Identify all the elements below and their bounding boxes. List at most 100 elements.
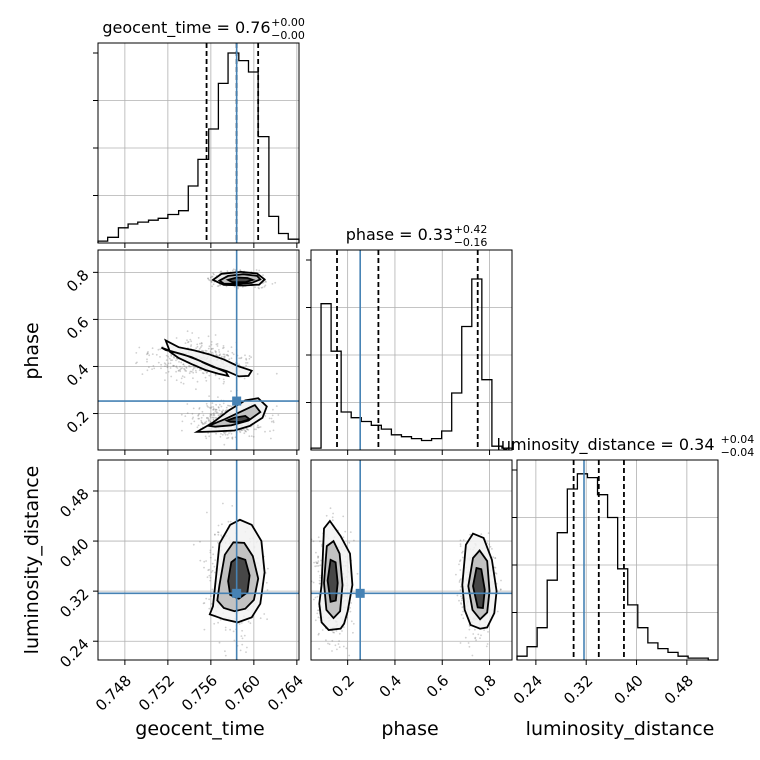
- scatter-point: [319, 540, 321, 543]
- scatter-point: [213, 412, 215, 414]
- scatter-point: [219, 413, 222, 416]
- scatter-point: [211, 402, 214, 404]
- scatter-point: [494, 557, 497, 559]
- scatter-point: [198, 347, 201, 350]
- scatter-point: [220, 355, 223, 358]
- scatter-point: [215, 412, 218, 414]
- scatter-point: [459, 560, 461, 563]
- scatter-point: [181, 420, 184, 423]
- grid-phase: [311, 250, 512, 450]
- scatter-point: [200, 342, 203, 344]
- scatter-point: [494, 566, 497, 569]
- scatter-point: [205, 560, 208, 562]
- scatter-point: [219, 403, 221, 406]
- scatter-point: [215, 416, 218, 419]
- scatter-point: [239, 269, 242, 272]
- scatter-point: [342, 626, 345, 628]
- scatter-point: [211, 275, 214, 278]
- scatter-point: [213, 622, 216, 625]
- scatter-point: [209, 350, 212, 353]
- scatter-point: [350, 602, 352, 604]
- scatter-point: [170, 353, 173, 356]
- scatter-point: [264, 280, 267, 283]
- scatter-point: [230, 405, 233, 408]
- scatter-point: [239, 431, 242, 434]
- scatter-point: [209, 413, 212, 416]
- scatter-point: [167, 355, 170, 358]
- scatter-point: [182, 363, 185, 366]
- scatter-point: [192, 369, 194, 371]
- scatter-point: [335, 630, 338, 632]
- x-tick-label: 0.6: [423, 672, 453, 702]
- scatter-point: [460, 602, 462, 604]
- scatter-point: [221, 410, 223, 413]
- scatter-point: [207, 277, 210, 280]
- scatter-point: [166, 365, 169, 368]
- scatter-point: [467, 642, 470, 644]
- scatter-point: [468, 628, 471, 631]
- density-inner: [327, 559, 338, 602]
- scatter-point: [214, 408, 217, 411]
- scatter-point: [208, 345, 211, 348]
- scatter-point: [317, 556, 320, 558]
- scatter-point: [352, 622, 355, 625]
- scatter-point: [353, 539, 355, 542]
- scatter-point: [226, 270, 229, 272]
- scatter-point: [464, 636, 467, 639]
- scatter-point: [213, 273, 215, 276]
- scatter-point: [227, 436, 230, 439]
- scatter-point: [238, 430, 241, 432]
- scatter-point: [207, 406, 210, 408]
- y-axis-label-luminosity_distance: luminosity_distance: [21, 466, 43, 655]
- scatter-point: [245, 364, 248, 367]
- scatter-point: [331, 519, 334, 522]
- scatter-point: [189, 338, 192, 341]
- scatter-point: [173, 364, 176, 367]
- scatter-point: [216, 343, 219, 345]
- scatter-point: [205, 420, 208, 423]
- scatter-point: [495, 572, 498, 575]
- scatter-point: [217, 396, 219, 398]
- scatter-point: [170, 355, 173, 357]
- scatter-point: [217, 531, 220, 534]
- luminosity_distance_vs_geocent_time-frame: [97, 459, 300, 661]
- scatter-point: [211, 351, 214, 354]
- scatter-point: [220, 405, 223, 408]
- scatter-point: [151, 353, 154, 355]
- scatter-point: [204, 349, 207, 352]
- scatter-point: [212, 418, 215, 421]
- scatter-point: [271, 414, 274, 417]
- title-down-luminosity_distance: −0.04: [721, 446, 755, 459]
- scatter-point: [469, 533, 472, 536]
- contour-mid: [217, 273, 262, 285]
- scatter-point: [164, 379, 166, 382]
- scatter-point: [203, 628, 206, 631]
- scatter-point: [316, 609, 319, 612]
- scatter-point: [263, 613, 266, 615]
- scatter-point: [201, 372, 204, 374]
- grid-luminosity_distance_vs_geocent_time: [98, 460, 299, 660]
- scatter-point: [184, 342, 187, 344]
- scatter-point: [487, 532, 490, 534]
- scatter-point: [331, 639, 334, 642]
- scatter-point: [215, 403, 218, 406]
- scatter-point: [185, 367, 188, 369]
- scatter-point: [474, 636, 477, 639]
- scatter-point: [214, 350, 217, 352]
- scatter-point: [266, 618, 268, 621]
- scatter-point: [271, 283, 274, 285]
- scatter-point: [159, 348, 162, 351]
- y-tick-label: 0.48: [56, 485, 92, 521]
- scatter-point: [216, 285, 219, 287]
- scatter-point: [222, 502, 224, 505]
- scatter-point: [227, 404, 229, 407]
- scatter-point: [230, 357, 233, 360]
- scatter-point: [207, 418, 210, 421]
- scatter-point: [231, 269, 234, 272]
- scatter-point: [180, 413, 183, 416]
- scatter-point: [181, 429, 183, 432]
- scatter-point: [205, 437, 208, 440]
- scatter-point: [317, 616, 320, 619]
- scatter-point: [213, 414, 216, 417]
